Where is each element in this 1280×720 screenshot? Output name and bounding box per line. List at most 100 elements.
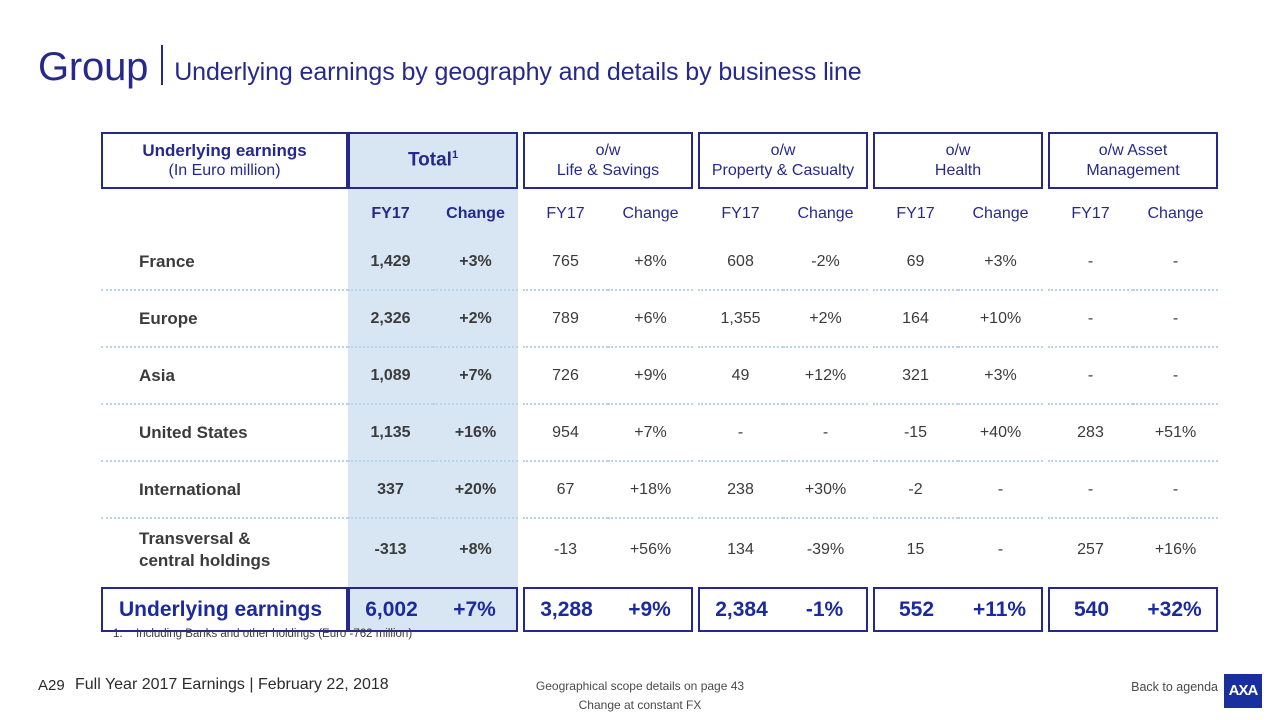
cell-value: +16% [433,405,519,460]
subheader-life-fy17: FY17 [546,204,585,222]
table-subheader-row: FY17 Change FY17 Change FY17 Change FY17… [101,193,1218,234]
row-separator [101,289,1219,291]
back-to-agenda-link[interactable]: Back to agenda [1131,680,1218,694]
total-am-fy17: 540 [1048,587,1134,632]
cell-value: -13 [553,541,578,558]
table-row: International 337 +20% 67 +18% 238 +30% -2 - - - [101,462,1218,517]
row-separator [101,460,1219,462]
header-group-health: o/w Health [873,132,1044,189]
cell-value: - [1172,366,1179,384]
cell-value: +18% [629,480,672,498]
cell-value: - [822,423,829,441]
footer-deck-title: Full Year 2017 Earnings | February 22, 2… [75,676,389,693]
row-label: United States [139,422,248,442]
earnings-table: Underlying earnings (In Euro million) To… [101,132,1219,632]
cell-value: 321 [902,366,929,384]
row-separator [101,346,1219,348]
axa-logo-icon[interactable]: AXA [1224,674,1262,708]
cell-value: - [737,423,744,441]
title-subtitle: Underlying earnings by geography and det… [174,58,862,86]
cell-value: 1,429 [348,234,433,289]
table-row: Europe 2,326 +2% 789 +6% 1,355 +2% 164 +10% - - [101,291,1218,346]
cell-value: -15 [903,423,928,441]
header-group-asset-management-line1: o/w Asset [1098,142,1168,160]
cell-value: - [1087,252,1094,270]
cell-value: 2,326 [348,291,433,346]
row-label: International [139,479,242,499]
header-group-property-casualty: o/w Property & Casualty [698,132,869,189]
cell-value: +12% [804,366,847,384]
total-total-change: +7% [433,587,519,632]
cell-value: - [1087,480,1094,498]
cell-value: 337 [348,462,433,517]
header-group-life-savings-line1: o/w [595,142,621,160]
cell-value: - [1172,480,1179,498]
cell-value: 69 [906,252,925,270]
header-group-health-line1: o/w [945,142,971,160]
cell-value: -313 [348,519,433,581]
header-group-asset-management: o/w Asset Management [1048,132,1219,189]
logo-text: AXA [1228,682,1259,699]
cell-value: - [997,480,1004,498]
total-total-fy17: 6,002 [348,587,433,632]
header-corner-line1: Underlying earnings [142,140,307,160]
cell-value: 164 [902,309,929,327]
header-group-property-casualty-line2: Property & Casualty [711,161,855,179]
header-corner-line2: (In Euro million) [168,162,281,180]
row-label: Europe [139,308,198,328]
subheader-am-fy17: FY17 [1071,204,1110,222]
total-am-change: +32% [1133,587,1219,632]
total-pc-fy17: 2,384 [698,587,784,632]
cell-value: 954 [552,423,579,441]
cell-value: +3% [984,366,1017,384]
cell-value: +2% [433,291,519,346]
footnote: 1. Including Banks and other holdings (E… [113,628,412,640]
subheader-am-change: Change [1147,204,1204,222]
cell-value: 1,135 [348,405,433,460]
header-group-asset-management-line2: Management [1086,161,1180,179]
header-group-total-sup: 1 [451,148,459,161]
subheader-total-fy17: FY17 [348,193,433,234]
cell-value: 67 [556,480,575,498]
cell-value: +2% [809,309,842,327]
footer-page-number: A29 [38,677,65,694]
footnote-text: Including Banks and other holdings (Euro… [136,628,413,640]
table-header-band: Underlying earnings (In Euro million) To… [101,132,1219,189]
cell-value: - [1172,309,1179,327]
cell-value: +8% [634,252,667,270]
cell-value: +3% [984,252,1017,270]
cell-value: 257 [1077,541,1104,558]
total-life-fy17: 3,288 [523,587,609,632]
row-separator [101,517,1219,519]
cell-value: +7% [634,423,667,441]
cell-value: 238 [727,480,754,498]
table-row: Asia 1,089 +7% 726 +9% 49 +12% 321 +3% - - [101,348,1218,403]
cell-value: - [1172,252,1179,270]
header-group-total: Total1 [348,132,519,189]
row-label: France [139,251,195,271]
header-group-life-savings-line2: Life & Savings [556,161,660,179]
table-row: Transversal & central holdings -313 +8% -13 +… [101,519,1218,581]
cell-value: - [1087,366,1094,384]
cell-value: +30% [804,480,847,498]
cell-value: +20% [433,462,519,517]
header-gap-row [101,189,1218,193]
cell-value: 1,089 [348,348,433,403]
title-divider [161,45,164,85]
subheader-total-change: Change [433,193,519,234]
footnote-number: 1. [113,628,123,640]
cell-value: 15 [906,541,925,558]
footer-note-line2: Change at constant FX [578,697,702,712]
cell-value: +51% [1154,423,1197,441]
cell-value: +8% [433,519,519,581]
cell-value: +9% [634,366,667,384]
subheader-life-change: Change [622,204,679,222]
header-group-life-savings: o/w Life & Savings [523,132,694,189]
total-life-change: +9% [608,587,694,632]
page-title: Group Underlying earnings by geography a… [38,40,862,87]
cell-value: +10% [979,309,1022,327]
header-corner: Underlying earnings (In Euro million) [101,132,348,189]
cell-value: +7% [433,348,519,403]
cell-value: +40% [979,423,1022,441]
header-group-health-line2: Health [934,161,982,179]
